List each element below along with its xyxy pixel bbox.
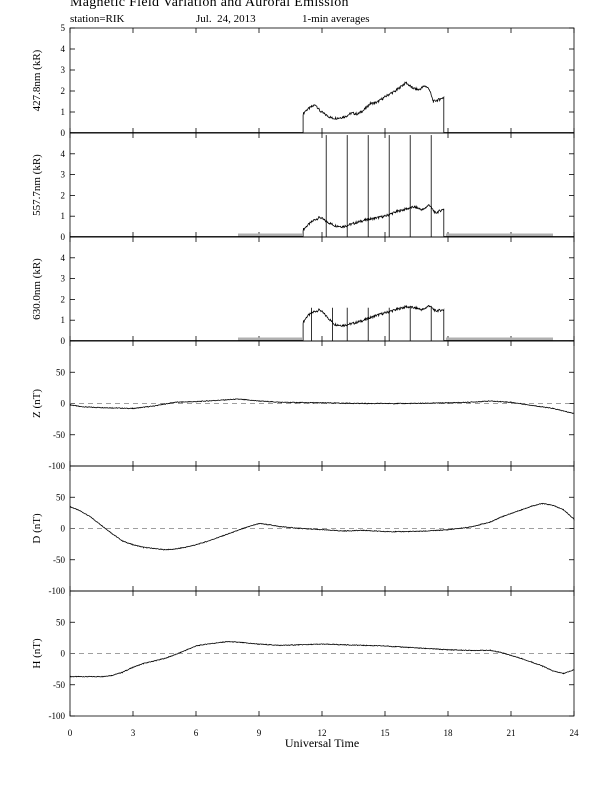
y-tick-label: 50 — [56, 492, 66, 502]
series-line-2 — [302, 204, 445, 237]
y-tick-label: 50 — [56, 617, 66, 627]
series-line-4 — [69, 398, 575, 414]
series-line-5 — [69, 502, 575, 551]
station-label: station=RIK — [70, 13, 125, 25]
y-tick-label: 3 — [61, 274, 66, 284]
y-axis-label: 557.7nm (kR) — [31, 154, 43, 216]
x-tick-label: 12 — [318, 728, 327, 738]
y-tick-label: 4 — [61, 253, 66, 263]
y-tick-label: 0 — [61, 524, 66, 534]
x-tick-label: 18 — [444, 728, 454, 738]
averaging-label: 1-min averages — [302, 13, 370, 25]
y-axis-label: H (nT) — [31, 638, 43, 669]
y-tick-label: 0 — [61, 232, 66, 242]
y-axis-label: Z (nT) — [31, 389, 43, 418]
y-axis-label: 427.8nm (kR) — [31, 49, 43, 111]
y-tick-label: -50 — [53, 680, 65, 690]
panel-frame-1 — [69, 27, 575, 134]
y-tick-label: -100 — [49, 586, 66, 596]
y-tick-label: -100 — [49, 711, 66, 721]
y-tick-label: 2 — [61, 294, 66, 304]
panel-frame-2 — [69, 132, 575, 238]
x-tick-label: 9 — [257, 728, 262, 738]
y-tick-label: 2 — [61, 86, 66, 96]
x-tick-label: 0 — [68, 728, 73, 738]
y-axis-label: 630.0nm (kR) — [31, 258, 43, 320]
y-tick-label: 0 — [61, 336, 66, 346]
y-tick-label: -50 — [53, 555, 65, 565]
y-tick-label: 0 — [61, 649, 66, 659]
y-tick-label: 3 — [61, 170, 66, 180]
y-tick-label: -50 — [53, 430, 65, 440]
y-tick-label: 2 — [61, 190, 66, 200]
chart-title: Magnetic Field Variation and Auroral Emi… — [70, 0, 349, 10]
no-data-bar — [445, 233, 553, 237]
y-tick-label: 0 — [61, 399, 66, 409]
no-data-bar — [445, 337, 553, 341]
x-tick-label: 24 — [570, 728, 580, 738]
series-line-1 — [302, 81, 445, 133]
y-tick-label: -100 — [49, 461, 66, 471]
series-line-6 — [69, 640, 575, 678]
y-tick-label: 1 — [61, 315, 66, 325]
y-axis-label: D (nT) — [31, 513, 43, 544]
x-axis-label: Universal Time — [285, 736, 359, 750]
x-tick-label: 15 — [381, 728, 391, 738]
y-tick-label: 5 — [61, 23, 66, 33]
no-data-bar — [238, 233, 303, 237]
y-tick-label: 1 — [61, 107, 66, 117]
x-tick-label: 6 — [194, 728, 199, 738]
x-tick-label: 3 — [131, 728, 136, 738]
y-tick-label: 0 — [61, 128, 66, 138]
no-data-bar — [238, 337, 303, 341]
y-tick-label: 4 — [61, 149, 66, 159]
panel-frame-3 — [69, 236, 575, 342]
x-tick-label: 21 — [507, 728, 516, 738]
y-tick-label: 3 — [61, 65, 66, 75]
y-tick-label: 1 — [61, 211, 66, 221]
y-tick-label: 4 — [61, 44, 66, 54]
y-tick-label: 50 — [56, 367, 66, 377]
date-label: Jul. 24, 2013 — [196, 13, 256, 25]
series-line-3 — [302, 304, 445, 341]
